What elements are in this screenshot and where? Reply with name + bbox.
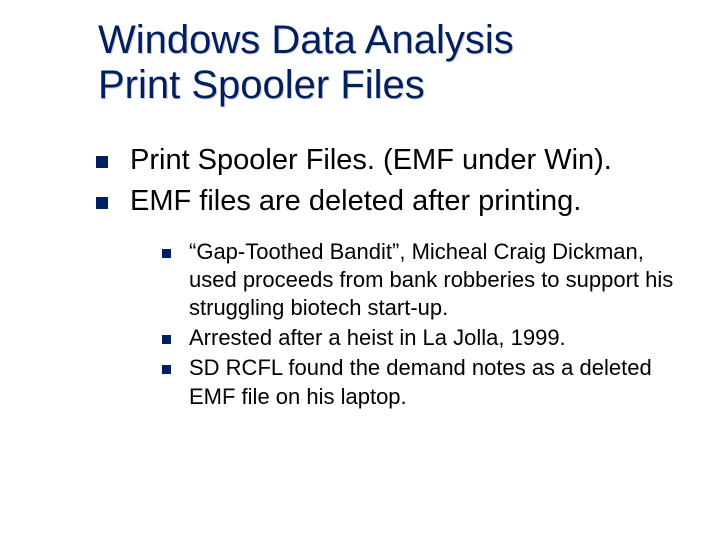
square-bullet-icon <box>96 156 108 168</box>
square-bullet-icon <box>162 249 171 258</box>
square-bullet-icon <box>162 335 171 344</box>
bullet-text: SD RCFL found the demand notes as a dele… <box>189 354 680 410</box>
sub-list: “Gap-Toothed Bandit”, Micheal Craig Dick… <box>96 238 680 411</box>
list-item: “Gap-Toothed Bandit”, Micheal Craig Dick… <box>162 238 680 322</box>
bullet-text: “Gap-Toothed Bandit”, Micheal Craig Dick… <box>189 238 680 322</box>
list-item: Arrested after a heist in La Jolla, 1999… <box>162 324 680 352</box>
list-item: Print Spooler Files. (EMF under Win). <box>96 142 680 179</box>
list-item: SD RCFL found the demand notes as a dele… <box>162 354 680 410</box>
bullet-text: EMF files are deleted after printing. <box>130 183 581 220</box>
bullet-text: Arrested after a heist in La Jolla, 1999… <box>189 324 566 352</box>
square-bullet-icon <box>162 365 171 374</box>
slide-title: Windows Data Analysis Print Spooler File… <box>0 18 720 108</box>
list-item: EMF files are deleted after printing. <box>96 183 680 220</box>
slide: Windows Data Analysis Print Spooler File… <box>0 0 720 540</box>
bullet-text: Print Spooler Files. (EMF under Win). <box>130 142 612 179</box>
title-line-2: Print Spooler Files <box>98 63 680 108</box>
title-line-1: Windows Data Analysis <box>98 18 680 63</box>
square-bullet-icon <box>96 197 108 209</box>
slide-body: Print Spooler Files. (EMF under Win). EM… <box>0 142 720 411</box>
